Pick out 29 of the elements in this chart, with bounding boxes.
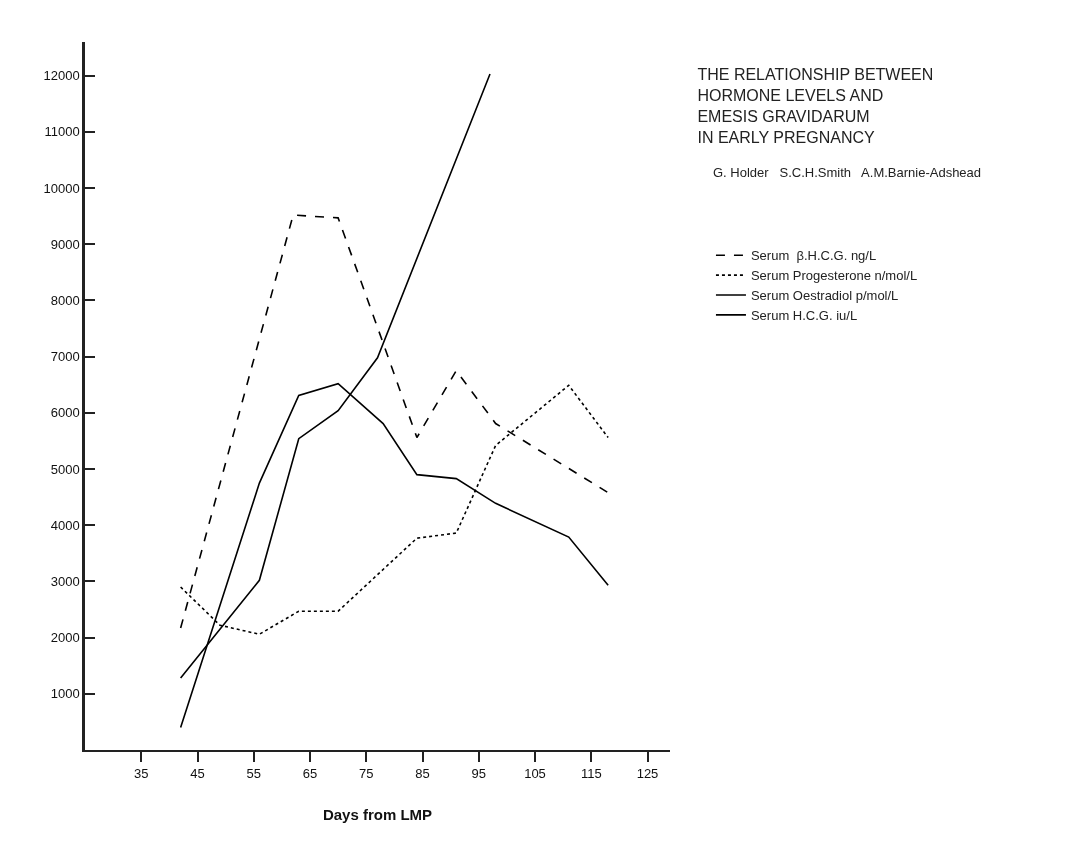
y-tick-label: 12000 xyxy=(43,68,80,84)
y-tick-label: 10000 xyxy=(43,180,80,196)
text: G. Holder S.C.H.Smith A.M.Barnie-Adshead xyxy=(713,165,982,180)
y-tick-label: 2000 xyxy=(50,630,80,646)
text: THE RELATIONSHIP BETWEEN HORMONE LEVELS AND EMESIS GRAVIDARUM IN EARLY PREGNANCY xyxy=(697,66,934,146)
y-tick-label: 1000 xyxy=(50,686,80,702)
x-tick-label: 115 xyxy=(580,765,602,781)
legend-label: Serum β.H.C.G. ng/L xyxy=(750,248,877,264)
x-tick-label: 65 xyxy=(302,765,318,781)
x-tick-label: 75 xyxy=(359,765,374,781)
x-tick-label: 125 xyxy=(636,765,659,781)
y-tick-label: 7000 xyxy=(50,349,80,365)
y-tick-label: 4000 xyxy=(50,517,80,533)
x-tick-label: 95 xyxy=(471,765,486,781)
legend-label: Serum Oestradiol p/mol/L xyxy=(750,288,899,304)
y-tick-label: 3000 xyxy=(50,573,80,589)
legend-label: Serum Progesterone n/mol/L xyxy=(750,268,918,284)
y-tick-label: 5000 xyxy=(50,461,80,477)
legend-label: Serum H.C.G. iu/L xyxy=(750,307,858,323)
y-tick-label: 9000 xyxy=(50,236,80,252)
y-tick-label: 11000 xyxy=(44,124,80,140)
y-tick-label: 8000 xyxy=(50,293,80,309)
x-tick-label: 35 xyxy=(134,765,149,781)
x-tick-label: 105 xyxy=(524,765,546,781)
x-tick-label: 45 xyxy=(190,765,205,781)
x-tick-label: 55 xyxy=(246,765,261,781)
y-tick-label: 6000 xyxy=(50,405,80,421)
x-axis-title: Days from LMP xyxy=(322,806,433,824)
x-tick-label: 85 xyxy=(415,765,430,781)
